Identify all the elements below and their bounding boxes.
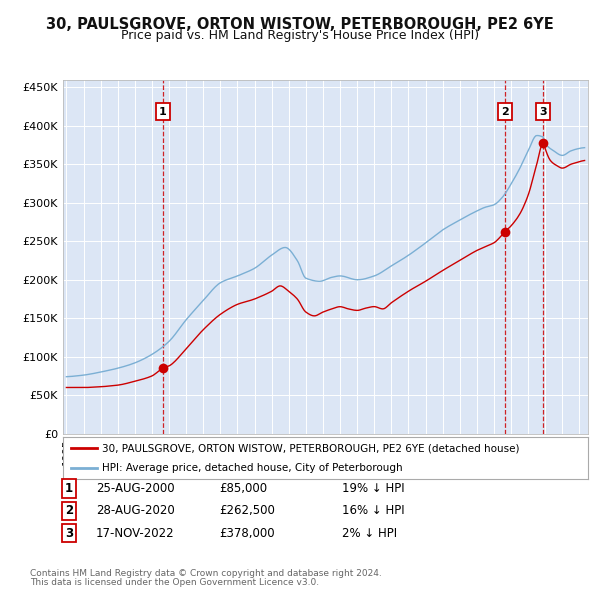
Text: 3: 3 bbox=[65, 527, 73, 540]
Text: 1: 1 bbox=[65, 482, 73, 495]
Text: £378,000: £378,000 bbox=[219, 527, 275, 540]
Text: This data is licensed under the Open Government Licence v3.0.: This data is licensed under the Open Gov… bbox=[30, 578, 319, 587]
Text: 30, PAULSGROVE, ORTON WISTOW, PETERBOROUGH, PE2 6YE: 30, PAULSGROVE, ORTON WISTOW, PETERBOROU… bbox=[46, 17, 554, 31]
Text: 17-NOV-2022: 17-NOV-2022 bbox=[96, 527, 175, 540]
Text: HPI: Average price, detached house, City of Peterborough: HPI: Average price, detached house, City… bbox=[103, 463, 403, 473]
Text: £262,500: £262,500 bbox=[219, 504, 275, 517]
Text: 16% ↓ HPI: 16% ↓ HPI bbox=[342, 504, 404, 517]
Text: Contains HM Land Registry data © Crown copyright and database right 2024.: Contains HM Land Registry data © Crown c… bbox=[30, 569, 382, 578]
Text: 28-AUG-2020: 28-AUG-2020 bbox=[96, 504, 175, 517]
Text: 2: 2 bbox=[501, 107, 509, 116]
Text: 1: 1 bbox=[159, 107, 167, 116]
Text: 3: 3 bbox=[539, 107, 547, 116]
Text: 25-AUG-2000: 25-AUG-2000 bbox=[96, 482, 175, 495]
Text: 30, PAULSGROVE, ORTON WISTOW, PETERBOROUGH, PE2 6YE (detached house): 30, PAULSGROVE, ORTON WISTOW, PETERBOROU… bbox=[103, 443, 520, 453]
Text: 19% ↓ HPI: 19% ↓ HPI bbox=[342, 482, 404, 495]
Text: 2% ↓ HPI: 2% ↓ HPI bbox=[342, 527, 397, 540]
Text: 2: 2 bbox=[65, 504, 73, 517]
Text: £85,000: £85,000 bbox=[219, 482, 267, 495]
Text: Price paid vs. HM Land Registry's House Price Index (HPI): Price paid vs. HM Land Registry's House … bbox=[121, 30, 479, 42]
